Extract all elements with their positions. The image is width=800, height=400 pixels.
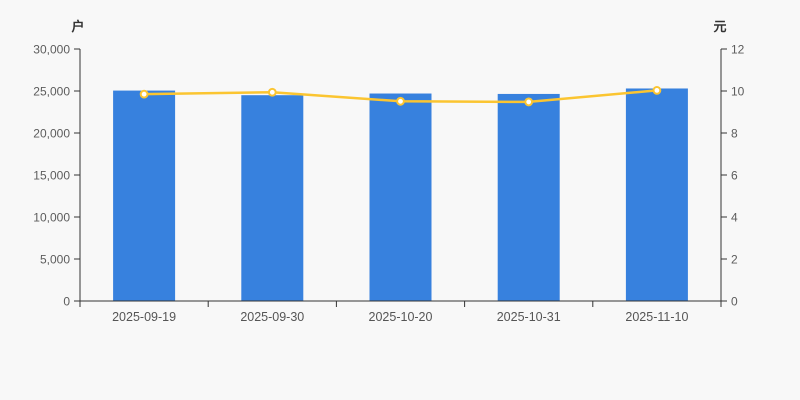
left-axis-tick-label: 0 (63, 295, 70, 309)
bar[interactable] (113, 90, 176, 301)
line-point[interactable] (652, 85, 662, 95)
right-axis-tick-label: 8 (731, 127, 738, 141)
bar[interactable] (241, 95, 304, 301)
x-axis-category-label: 2025-09-30 (240, 310, 304, 324)
x-axis-category-label: 2025-11-10 (625, 310, 688, 324)
right-axis-unit-label: 元 (713, 19, 726, 34)
right-axis-tick-label: 12 (731, 43, 745, 57)
left-axis-tick-label: 15,000 (33, 169, 70, 183)
line-layer (139, 85, 662, 107)
right-axis-tick-label: 4 (731, 211, 738, 225)
left-axis-tick-label: 5,000 (40, 253, 70, 267)
x-axis-category-label: 2025-10-20 (369, 310, 433, 324)
right-axis-tick-label: 2 (731, 253, 738, 267)
left-axis-tick-label: 30,000 (33, 43, 70, 57)
line-point[interactable] (267, 87, 277, 97)
bars-layer (113, 88, 688, 302)
axes-layer (74, 48, 727, 307)
left-axis-tick-label: 10,000 (33, 211, 70, 225)
right-axis-tick-label: 6 (731, 169, 738, 183)
line-point[interactable] (139, 89, 149, 99)
x-axis-category-label: 2025-09-19 (112, 310, 176, 324)
line-point[interactable] (524, 97, 534, 107)
x-axis-category-label: 2025-10-31 (497, 310, 561, 324)
right-axis-tick-label: 10 (731, 85, 745, 99)
left-axis-tick-label: 20,000 (33, 127, 70, 141)
bar[interactable] (369, 93, 432, 302)
bar[interactable] (497, 93, 560, 301)
left-axis-tick-label: 25,000 (33, 85, 70, 99)
right-axis-tick-label: 0 (731, 295, 738, 309)
labels-layer: 户 元 0 5,000 10,000 15,000 20,000 25,000 30,000… (33, 19, 744, 324)
bar[interactable] (625, 88, 688, 301)
line-point[interactable] (396, 96, 405, 106)
left-axis-unit-label: 户 (71, 19, 84, 34)
